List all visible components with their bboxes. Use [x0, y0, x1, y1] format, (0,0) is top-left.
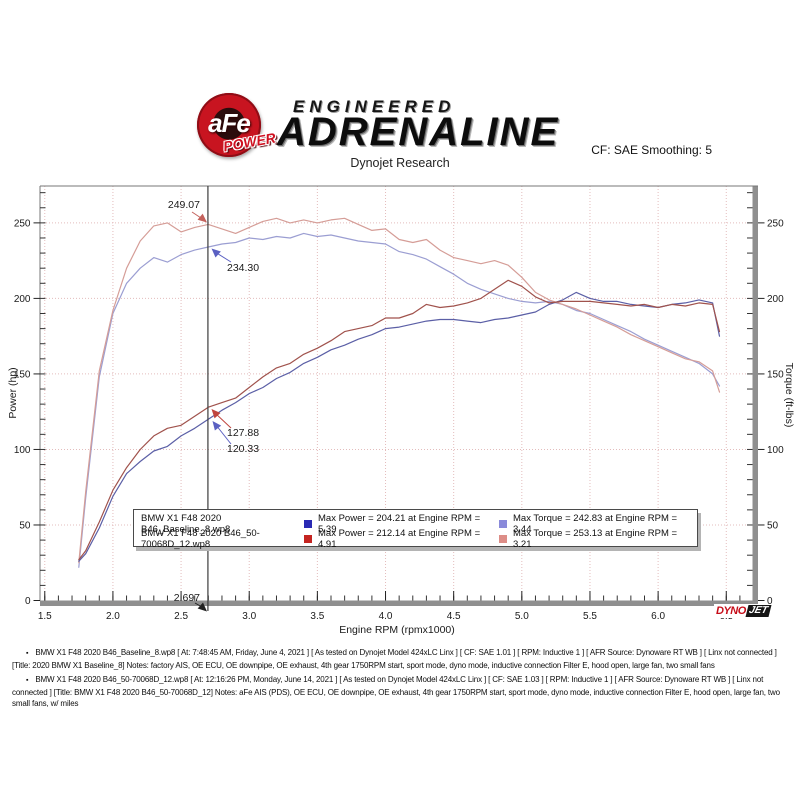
annotation-label: 127.88	[227, 427, 259, 439]
power-swatch-modified	[304, 535, 312, 543]
max-power-stat-baseline: Max Power = 204.21 at Engine RPM = 5.39	[318, 513, 481, 535]
legend-row-baseline: BMW X1 F48 2020 B46_Baseline_8.wp8 Max P…	[141, 513, 697, 535]
svg-text:5.5: 5.5	[583, 611, 597, 622]
footnotes: ▪ BMW X1 F48 2020 B46_Baseline_8.wp8 [ At…	[12, 647, 794, 713]
afe-logo-text: aFe	[208, 108, 251, 138]
adrenaline-wordmark: ADRENALINE	[277, 110, 560, 154]
svg-text:1.5: 1.5	[38, 611, 52, 622]
bullet-icon: ▪	[26, 677, 29, 684]
svg-text:250: 250	[14, 218, 31, 229]
left-axis-title: Power (hp)	[7, 367, 19, 418]
x-axis-title: Engine RPM (rpmx1000)	[339, 624, 455, 636]
svg-text:0: 0	[25, 596, 31, 607]
annotation-label: 234.30	[227, 262, 259, 274]
annotation-label: 120.33	[227, 443, 259, 455]
annotation-label: 2.697	[174, 592, 200, 604]
legend-file-name: BMW X1 F48 2020 B46_50-70068D_12.wp8	[141, 528, 260, 550]
chart-subtitle: Dynojet Research	[350, 156, 450, 170]
svg-text:3.5: 3.5	[310, 611, 324, 622]
svg-text:100: 100	[14, 445, 31, 456]
svg-text:100: 100	[767, 445, 784, 456]
torque-baseline-curve	[78, 232, 721, 568]
svg-text:250: 250	[767, 218, 784, 229]
bullet-icon: ▪	[26, 650, 29, 657]
max-power-stat-modified: Max Power = 212.14 at Engine RPM = 4.91	[318, 528, 481, 550]
svg-text:50: 50	[19, 520, 31, 531]
torque-swatch-modified	[499, 535, 507, 543]
afe-power-logo: aFe ®	[197, 93, 261, 157]
footnote-item: ▪ BMW X1 F48 2020 B46_50-70068D_12.wp8 [ …	[12, 675, 780, 708]
svg-text:0: 0	[767, 596, 773, 607]
svg-text:2.5: 2.5	[174, 611, 188, 622]
svg-text:5.0: 5.0	[515, 611, 529, 622]
dynojet-logo-dyno: DYNO	[716, 605, 746, 617]
power-modified-curve	[78, 279, 721, 561]
svg-text:2.0: 2.0	[106, 611, 120, 622]
svg-text:4.5: 4.5	[447, 611, 461, 622]
svg-text:150: 150	[767, 369, 784, 380]
max-torque-stat-modified: Max Torque = 253.13 at Engine RPM = 3.21	[513, 528, 678, 550]
legend-box: BMW X1 F48 2020 B46_Baseline_8.wp8 Max P…	[133, 509, 698, 550]
power-swatch-baseline	[304, 520, 312, 528]
svg-text:6.0: 6.0	[651, 611, 665, 622]
svg-text:150: 150	[14, 369, 31, 380]
svg-text:200: 200	[14, 294, 31, 305]
max-torque-stat-baseline: Max Torque = 242.83 at Engine RPM = 3.44	[513, 513, 678, 535]
torque-modified-curve	[78, 217, 721, 564]
right-axis-title: Torque (ft-lbs)	[783, 363, 795, 428]
footnote-item: ▪ BMW X1 F48 2020 B46_Baseline_8.wp8 [ At…	[12, 648, 777, 670]
svg-text:50: 50	[767, 520, 779, 531]
svg-text:200: 200	[767, 294, 784, 305]
power-baseline-curve	[78, 291, 721, 562]
engineered-wordmark: ENGINEERED	[293, 97, 456, 116]
dynojet-logo: DYNO JET	[714, 604, 773, 618]
torque-swatch-baseline	[499, 520, 507, 528]
legend-file-name: BMW X1 F48 2020 B46_Baseline_8.wp8	[141, 513, 231, 535]
svg-text:4.0: 4.0	[379, 611, 393, 622]
dynojet-logo-jet: JET	[745, 605, 772, 617]
legend-row-modified: BMW X1 F48 2020 B46_50-70068D_12.wp8 Max…	[141, 528, 697, 550]
registered-mark: ®	[254, 99, 260, 106]
annotation-label: 249.07	[168, 199, 200, 211]
svg-text:3.0: 3.0	[242, 611, 256, 622]
smoothing-label: CF: SAE Smoothing: 5	[591, 143, 712, 157]
